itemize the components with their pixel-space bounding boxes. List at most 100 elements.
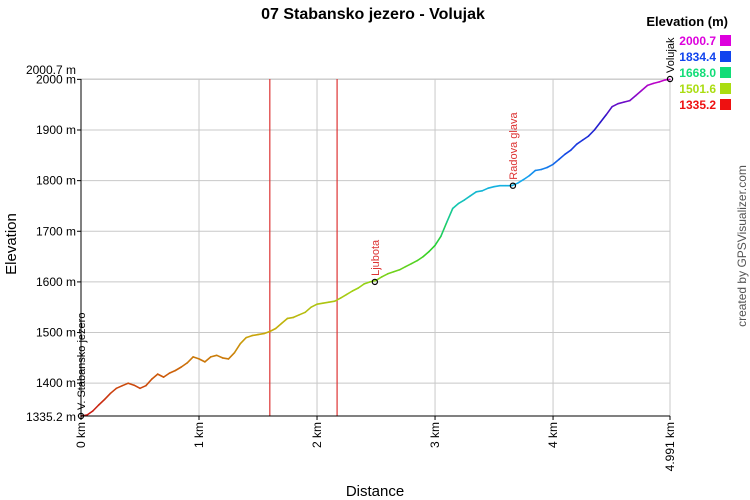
profile-segment bbox=[339, 293, 348, 299]
x-tick-label: 4 km bbox=[546, 422, 560, 448]
profile-segment bbox=[434, 235, 442, 247]
profile-segment bbox=[133, 384, 141, 390]
elevation-profile-line bbox=[80, 78, 671, 417]
profile-segment bbox=[522, 174, 531, 181]
y-tick-label: 1800 m bbox=[36, 174, 76, 188]
profile-segment bbox=[386, 270, 395, 275]
profile-segment bbox=[215, 354, 224, 359]
profile-segment bbox=[97, 398, 106, 406]
marker-lines bbox=[269, 79, 338, 416]
legend-label: 1335.2 bbox=[679, 98, 716, 112]
profile-segment bbox=[310, 303, 318, 309]
profile-segment bbox=[186, 356, 194, 364]
profile-segment bbox=[516, 178, 525, 184]
legend-label: 2000.7 bbox=[679, 34, 716, 48]
y-tick-label: 2000.7 m bbox=[26, 63, 76, 77]
profile-segment bbox=[292, 313, 301, 319]
profile-segment bbox=[428, 244, 436, 253]
profile-segment bbox=[381, 272, 389, 278]
profile-segment bbox=[233, 342, 242, 354]
legend-label: 1834.4 bbox=[679, 50, 716, 64]
x-axis-title: Distance bbox=[346, 483, 404, 500]
profile-segment bbox=[481, 187, 489, 192]
credit-text[interactable]: created by GPSVisualizer.com bbox=[735, 165, 749, 327]
x-tick-label: 0 km bbox=[74, 422, 88, 448]
profile-segment bbox=[410, 259, 419, 265]
legend-swatch bbox=[720, 67, 731, 78]
profile-segment bbox=[475, 190, 484, 193]
profile-segment bbox=[86, 410, 94, 416]
profile-segment bbox=[304, 306, 312, 314]
profile-segment bbox=[121, 382, 129, 387]
y-tick-label: 1700 m bbox=[36, 224, 76, 238]
y-tick-label: 1500 m bbox=[36, 326, 76, 340]
profile-segment bbox=[404, 262, 413, 268]
profile-segment bbox=[493, 184, 501, 188]
profile-segment bbox=[581, 135, 590, 141]
profile-segment bbox=[174, 366, 183, 372]
y-axis-title: Elevation bbox=[3, 213, 20, 275]
y-tick-label: 2000 m bbox=[36, 72, 76, 86]
profile-segment bbox=[156, 373, 165, 378]
waypoint-marker bbox=[666, 75, 674, 83]
profile-segment bbox=[298, 311, 307, 316]
profile-segment bbox=[109, 387, 118, 395]
waypoint-label: Ljubota bbox=[370, 239, 382, 276]
profile-segment bbox=[445, 207, 454, 223]
profile-segment bbox=[363, 281, 371, 285]
profile-segment bbox=[457, 199, 466, 205]
profile-segment bbox=[127, 382, 135, 387]
profile-segment bbox=[322, 301, 330, 305]
profile-segment bbox=[628, 94, 637, 102]
profile-segment bbox=[327, 300, 336, 304]
x-tick-label: 3 km bbox=[428, 422, 442, 448]
profile-segment bbox=[168, 369, 177, 374]
profile-segment bbox=[392, 268, 401, 273]
profile-segment bbox=[198, 358, 206, 363]
profile-segment bbox=[316, 302, 324, 306]
profile-segment bbox=[558, 153, 566, 161]
profile-segment bbox=[204, 356, 212, 363]
profile-segment bbox=[263, 330, 271, 335]
profile-segment bbox=[487, 185, 495, 189]
legend-swatch bbox=[720, 51, 731, 62]
x-tick-label: 4.991 km bbox=[663, 422, 677, 471]
profile-segment bbox=[451, 202, 460, 210]
profile-segment bbox=[528, 169, 537, 177]
chart-title: 07 Stabansko jezero - Volujak bbox=[261, 6, 485, 23]
profile-segment bbox=[416, 255, 425, 262]
profile-segment bbox=[192, 356, 200, 360]
profile-segment bbox=[469, 191, 478, 197]
grid bbox=[81, 78, 671, 416]
profile-segment bbox=[463, 195, 472, 201]
profile-segment bbox=[351, 287, 360, 292]
waypoint-label: V. Stabansko jezero bbox=[76, 313, 88, 410]
profile-segment bbox=[286, 316, 295, 320]
profile-segment bbox=[540, 166, 548, 171]
profile-segment bbox=[599, 114, 608, 124]
profile-segment bbox=[617, 101, 625, 105]
profile-segment bbox=[180, 362, 188, 368]
profile-segment bbox=[564, 149, 572, 156]
profile-segment bbox=[605, 105, 613, 116]
legend-swatch bbox=[720, 99, 731, 110]
x-tick-label: 1 km bbox=[192, 422, 206, 448]
profile-segment bbox=[221, 357, 230, 360]
profile-segment bbox=[162, 372, 171, 378]
legend-label: 1501.6 bbox=[679, 82, 716, 96]
waypoint-marker bbox=[77, 412, 85, 420]
profile-segment bbox=[534, 168, 543, 172]
profile-segment bbox=[345, 290, 354, 296]
legend-swatch bbox=[720, 83, 731, 94]
profile-segment bbox=[440, 221, 448, 238]
profile-segment bbox=[357, 283, 366, 289]
legend-swatch bbox=[720, 35, 731, 46]
y-tick-label: 1335.2 m bbox=[26, 410, 76, 424]
profile-segment bbox=[422, 250, 430, 258]
profile-segment bbox=[268, 327, 277, 333]
profile-segment bbox=[103, 392, 112, 401]
profile-segment bbox=[569, 143, 578, 151]
profile-segment bbox=[398, 265, 407, 271]
profile-segment bbox=[546, 163, 554, 169]
